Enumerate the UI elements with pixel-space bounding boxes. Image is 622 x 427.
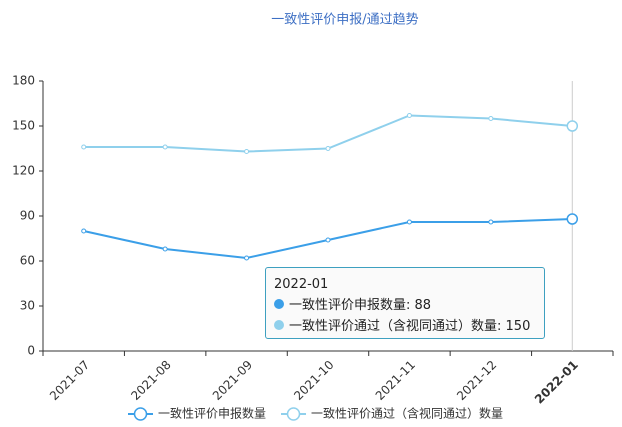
point xyxy=(406,113,412,118)
point xyxy=(81,228,87,234)
point xyxy=(81,144,87,150)
x-tick-label: 2021-08 xyxy=(128,358,173,403)
x-tick-label: 2021-12 xyxy=(454,358,499,403)
y-tick-label: 0 xyxy=(27,344,35,358)
y-tick-label: 60 xyxy=(20,254,35,268)
legend-icon xyxy=(286,407,301,421)
point xyxy=(325,237,331,243)
tooltip-value: 88 xyxy=(414,298,432,313)
point xyxy=(488,116,494,121)
point xyxy=(162,246,168,252)
point xyxy=(162,144,168,150)
tooltip-value: 150 xyxy=(505,319,531,334)
legend-icon xyxy=(133,407,148,421)
y-tick-label: 120 xyxy=(12,164,35,178)
point xyxy=(566,120,579,132)
point xyxy=(566,213,579,225)
tooltip-series: 一致性评价通过（含视同通过）数量 xyxy=(289,319,506,334)
y-tick-label: 90 xyxy=(20,209,35,223)
legend-label: 一致性评价通过（含视同通过）数量 xyxy=(311,406,503,421)
x-tick-label: 2021-10 xyxy=(291,358,336,403)
x-tick-label: 2021-09 xyxy=(210,358,255,403)
y-tick-label: 150 xyxy=(12,119,35,133)
tooltip-title: 2022-01 xyxy=(274,277,329,292)
tooltip-series: 一致性评价申报数量 xyxy=(289,298,415,313)
point xyxy=(325,146,331,151)
tooltip-row: 一致性评价申报数量88 xyxy=(274,295,536,316)
tooltip-row: 一致性评价通过（含视同通过）数量150 xyxy=(274,316,536,337)
y-tick-label: 180 xyxy=(12,74,35,88)
point xyxy=(488,219,494,225)
x-tick-label: 2022-01 xyxy=(532,358,581,407)
x-tick-label: 2021-07 xyxy=(47,358,92,403)
y-tick-label: 30 xyxy=(20,299,35,313)
point xyxy=(406,219,412,225)
legend-label: 一致性评价申报数量 xyxy=(158,406,266,421)
point xyxy=(244,255,250,261)
chart-title: 一致性评价申报/通过趋势 xyxy=(271,12,418,28)
point xyxy=(244,149,250,154)
tooltip: 2022-01 一致性评价申报数量88 一致性评价通过（含视同通过）数量150 xyxy=(265,267,545,339)
x-tick-label: 2021-11 xyxy=(373,358,418,403)
